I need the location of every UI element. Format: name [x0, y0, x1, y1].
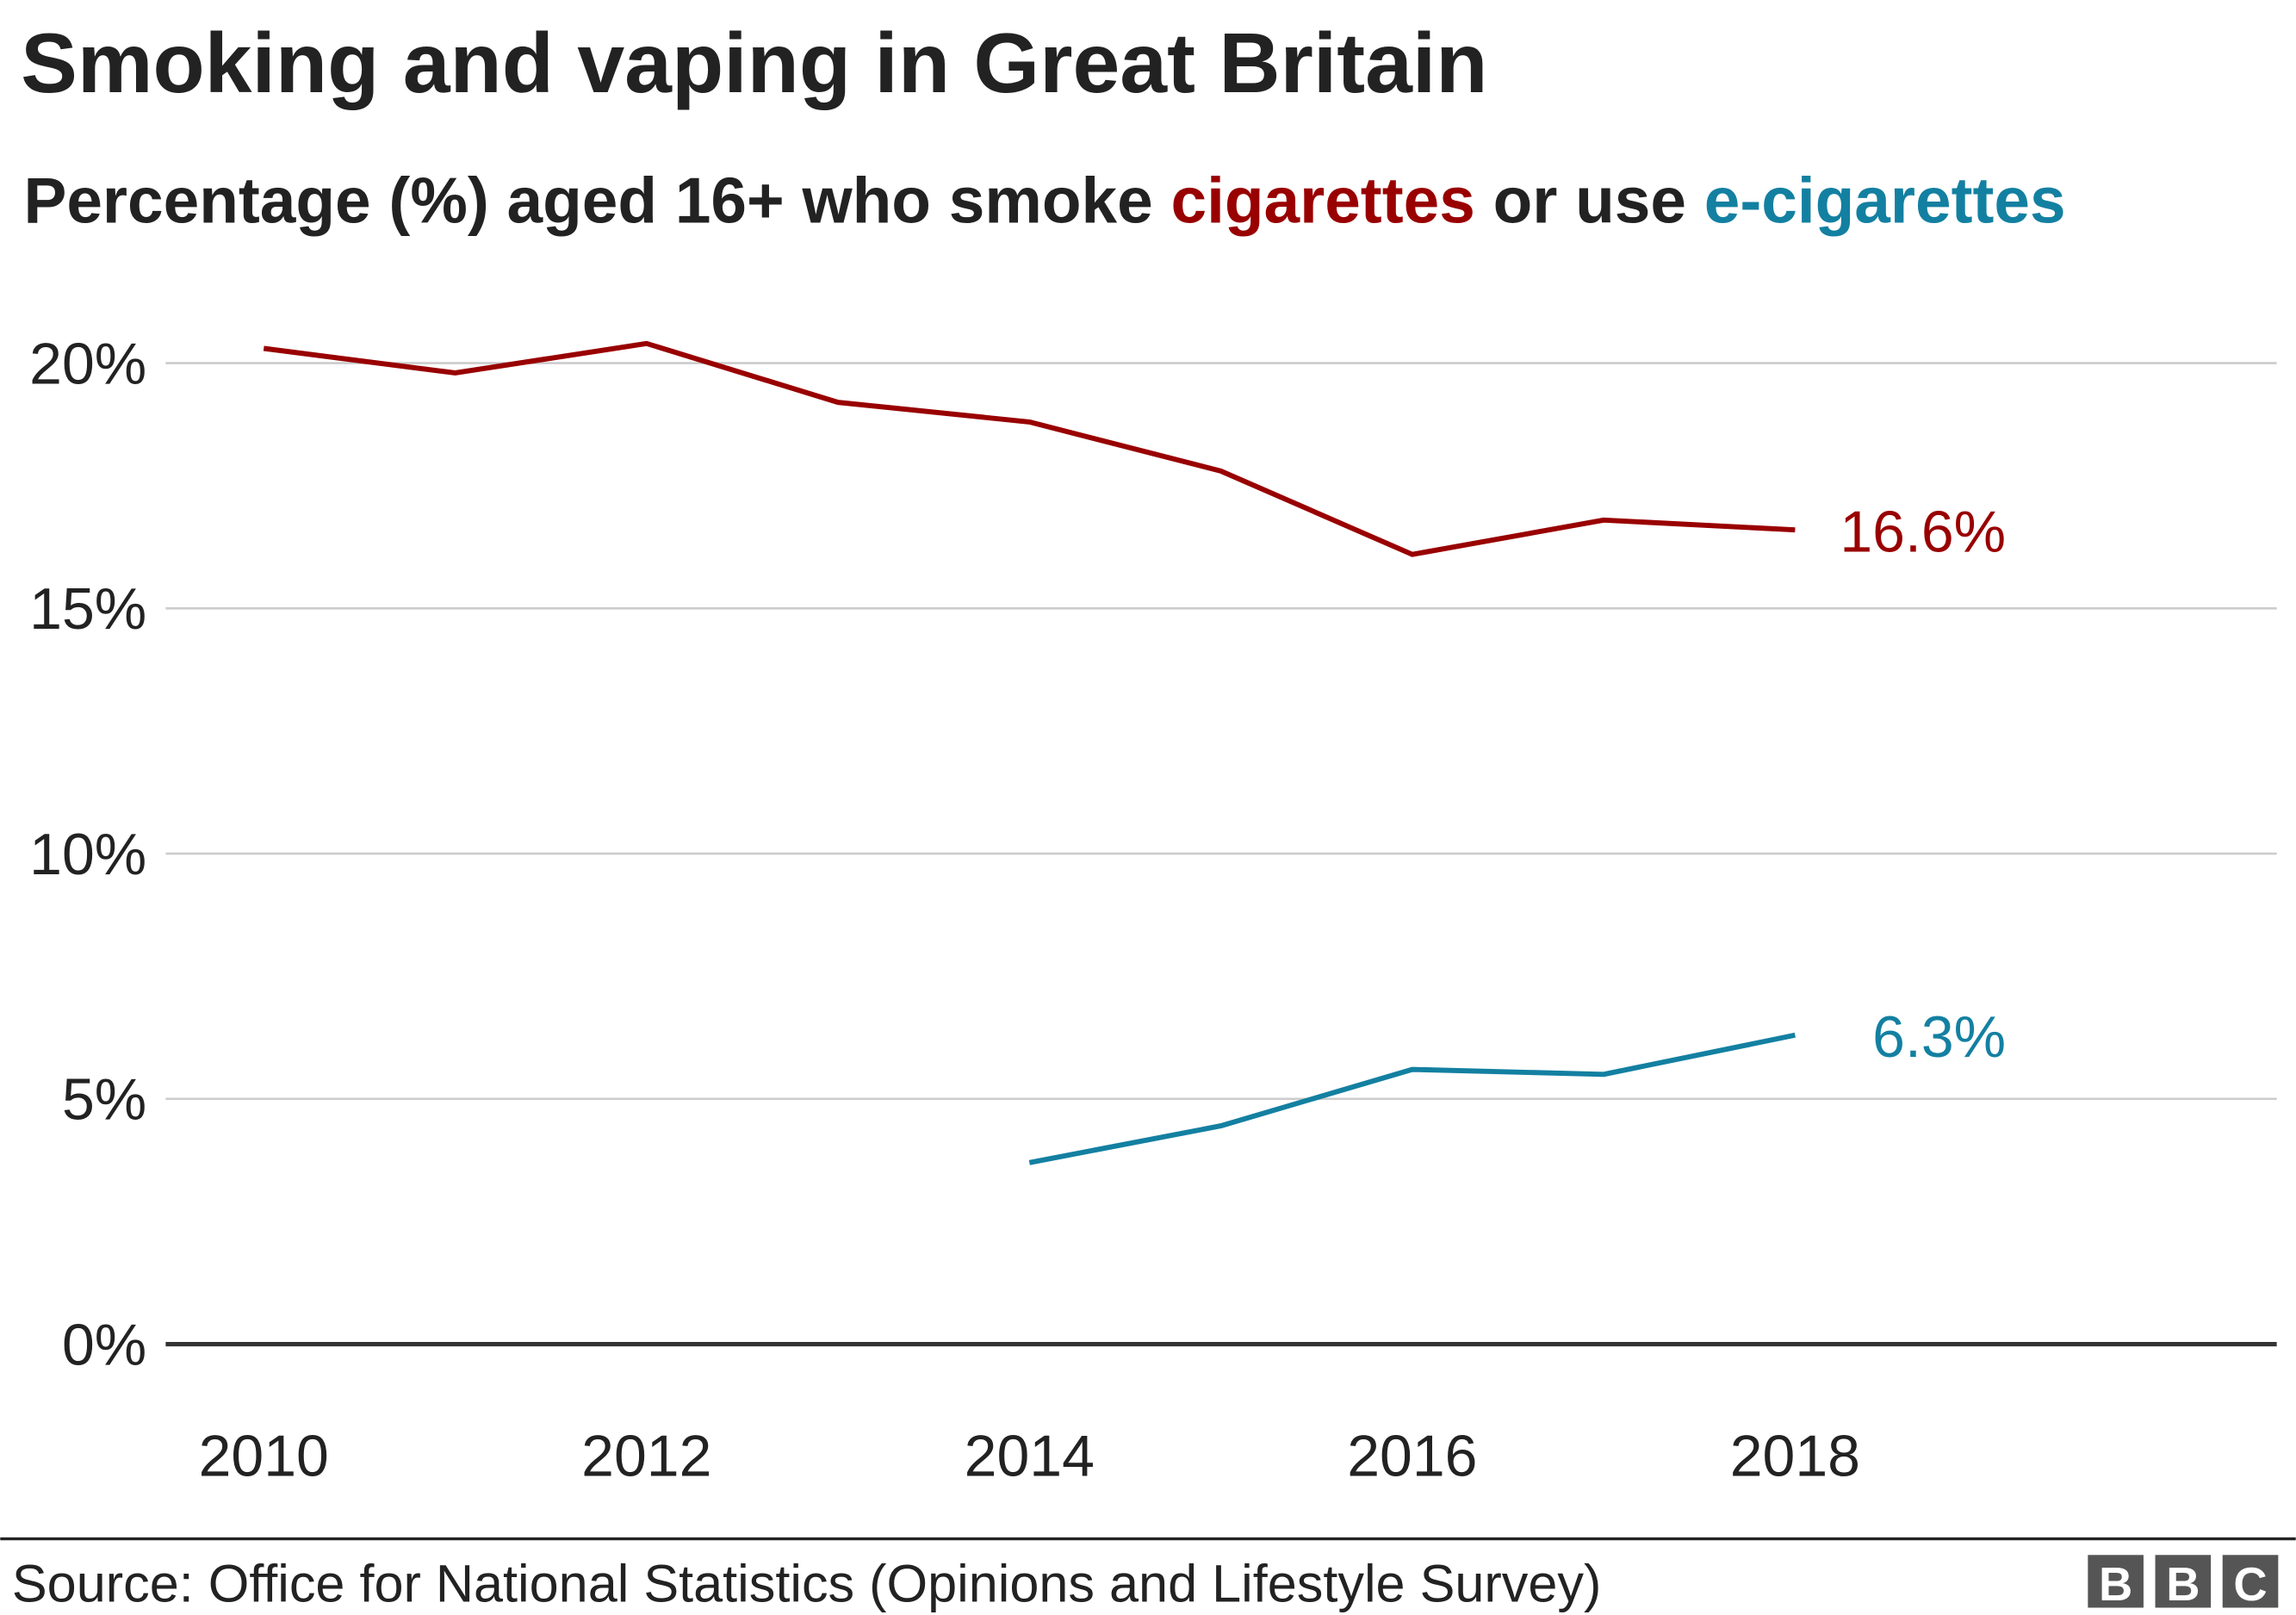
- end-label-e-cigarettes: 6.3%: [1872, 1004, 2006, 1070]
- series-lines: 16.6% 6.3%: [263, 340, 2006, 1165]
- x-tick-label: 2014: [965, 1424, 1095, 1489]
- subtitle-prefix: Percentage (%) aged 16+ who smoke: [23, 164, 1170, 236]
- y-axis: 0% 5% 10% 15% 20%: [29, 331, 146, 1377]
- subtitle-middle: or use: [1475, 164, 1704, 236]
- subtitle-cigarettes: cigarettes: [1170, 164, 1474, 236]
- x-axis: 2010 2012 2014 2016 2018: [199, 1424, 1860, 1489]
- y-tick-label: 0%: [62, 1312, 146, 1377]
- series-line-e-cigarettes: [1028, 1032, 1796, 1165]
- subtitle-ecigarettes: e-cigarettes: [1704, 164, 2066, 236]
- x-tick-label: 2016: [1347, 1424, 1477, 1489]
- bbc-logo-letter: B: [2166, 1558, 2200, 1611]
- chart-subtitle: Percentage (%) aged 16+ who smoke cigare…: [23, 164, 2065, 236]
- y-tick-label: 15%: [29, 576, 146, 642]
- source-text: Source: Office for National Statistics (…: [12, 1555, 1602, 1613]
- chart-title: Smoking and vaping in Great Britain: [21, 16, 1487, 110]
- x-tick-label: 2010: [199, 1424, 329, 1489]
- x-tick-label: 2012: [581, 1424, 711, 1489]
- bbc-logo-letter: B: [2099, 1558, 2132, 1611]
- y-tick-label: 20%: [29, 331, 146, 396]
- series-line-cigarettes: [263, 340, 1796, 557]
- bbc-logo-letter: C: [2233, 1558, 2267, 1611]
- y-tick-label: 10%: [29, 822, 146, 887]
- y-tick-label: 5%: [62, 1067, 146, 1133]
- end-label-cigarettes: 16.6%: [1840, 500, 2006, 565]
- x-tick-label: 2018: [1730, 1424, 1860, 1489]
